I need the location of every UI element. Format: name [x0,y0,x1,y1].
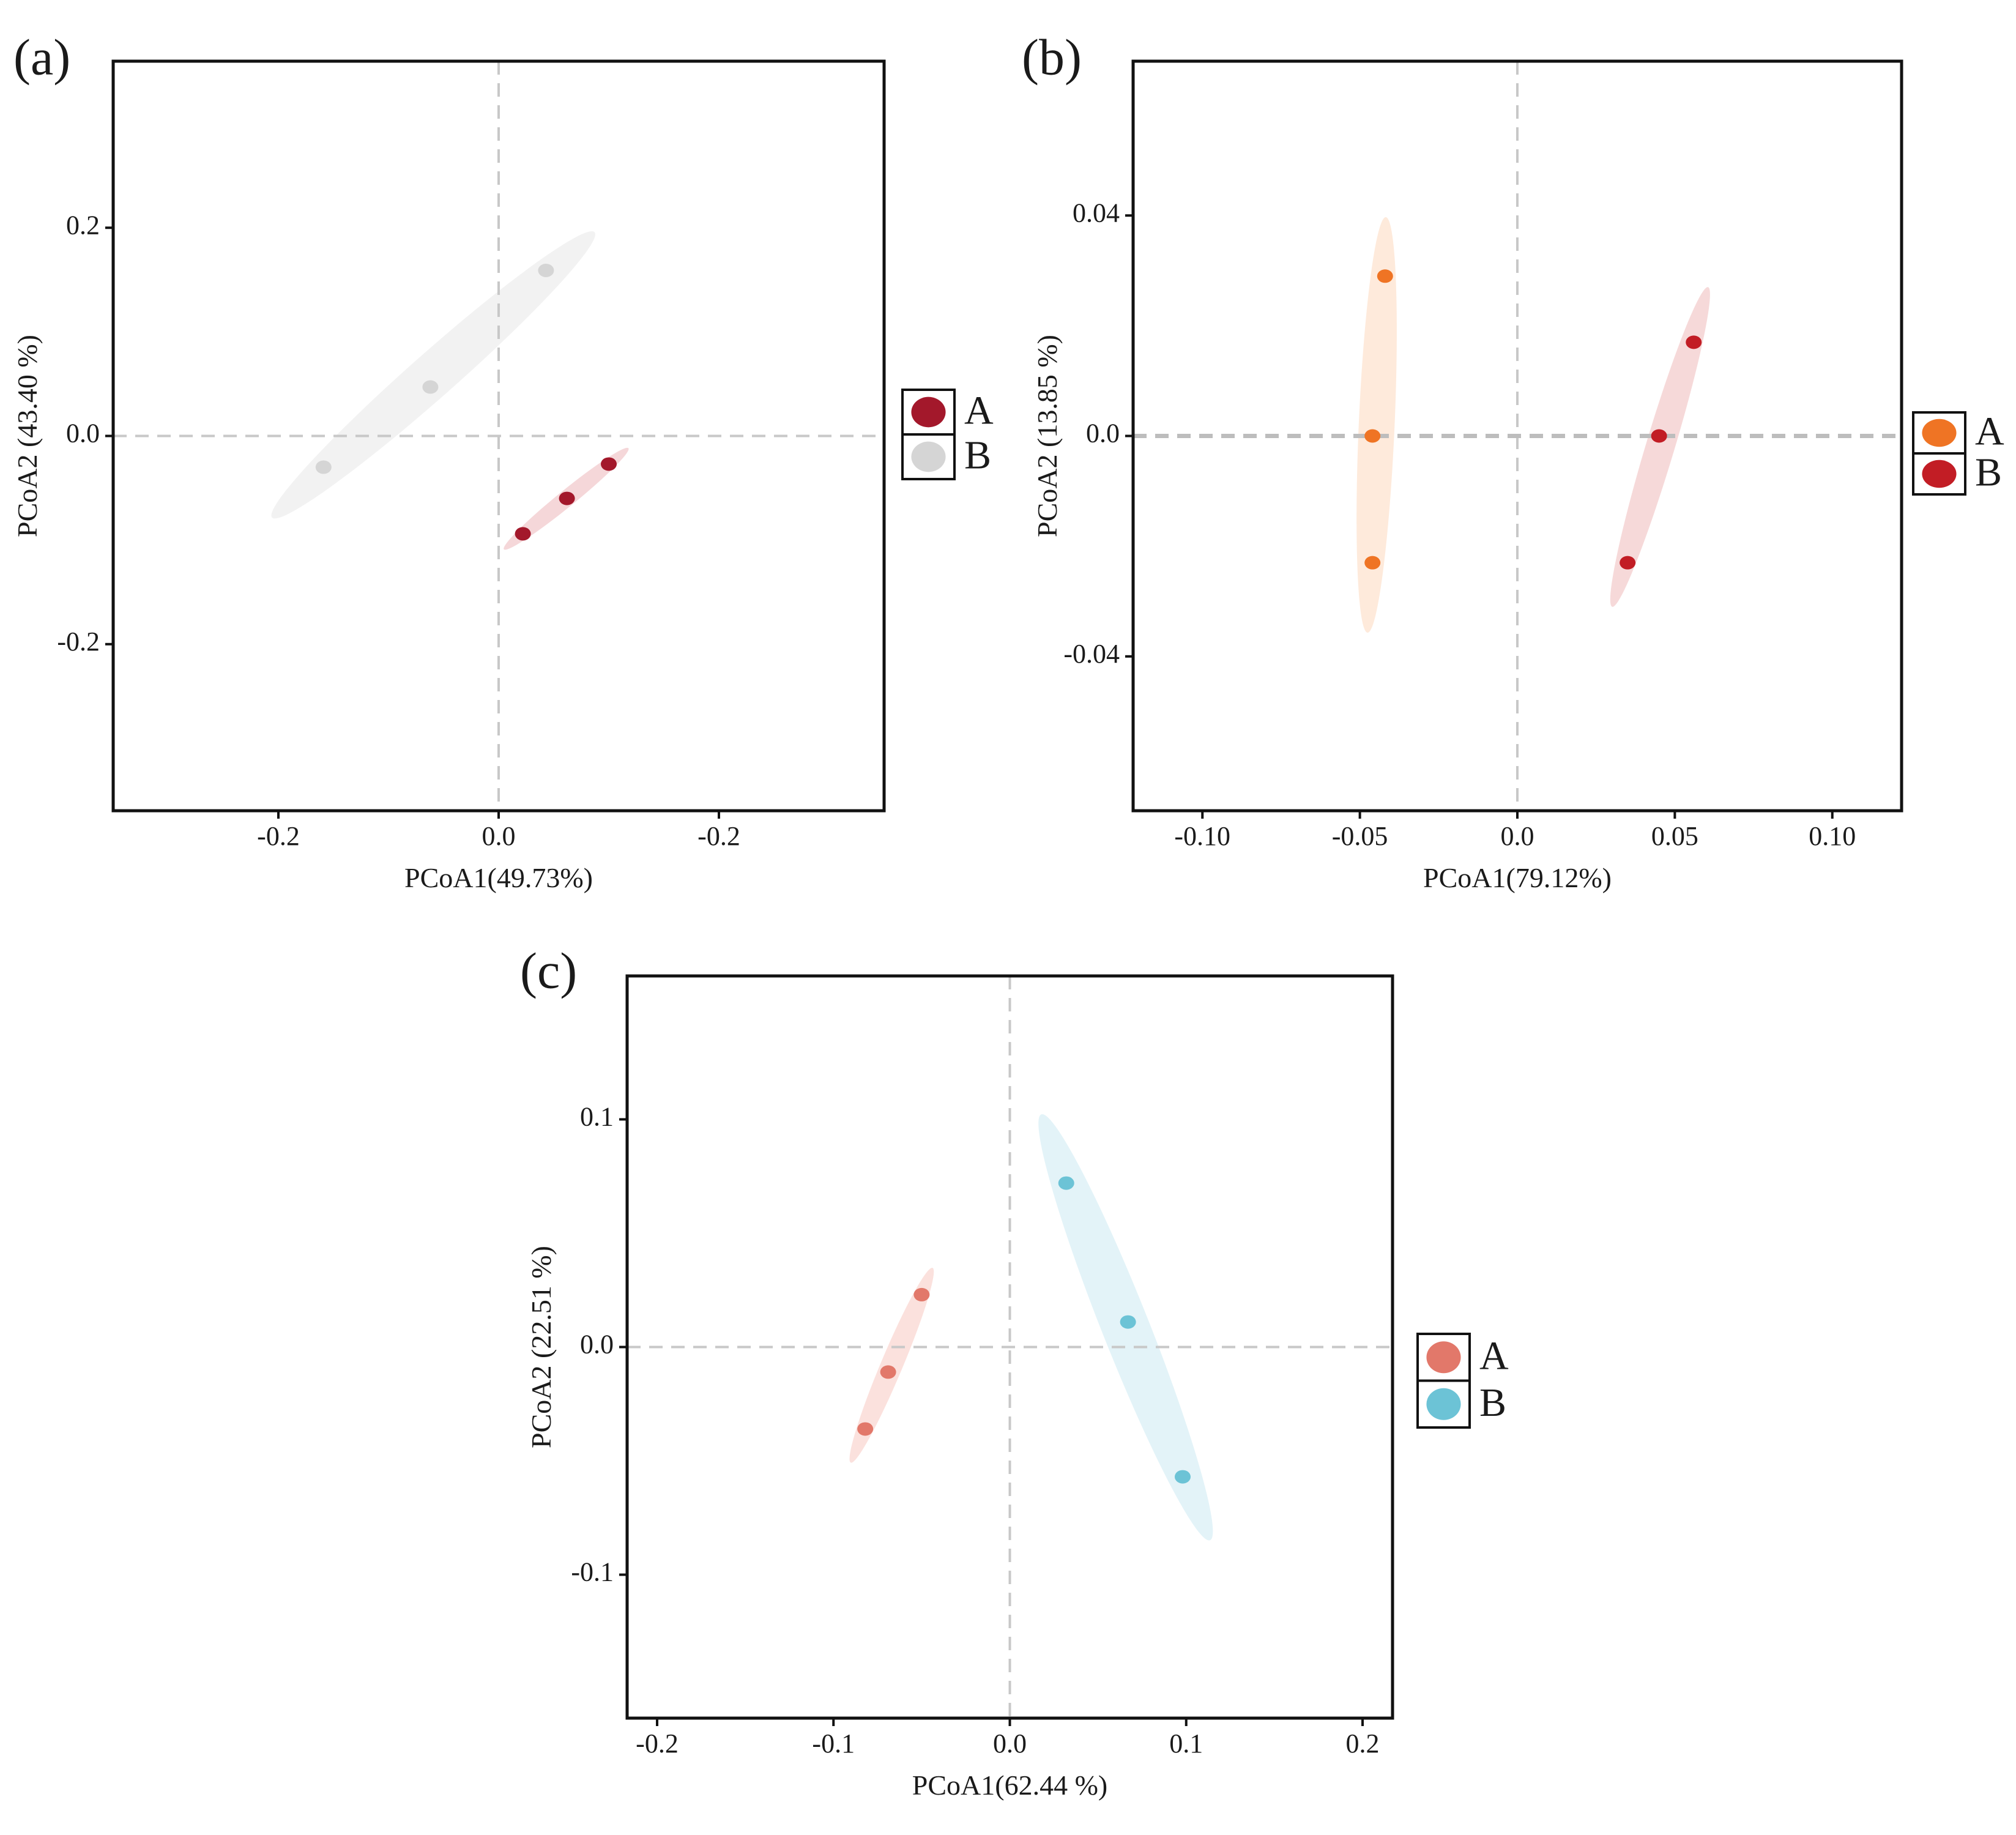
data-point [857,1422,874,1436]
legend: AB [1912,409,2004,496]
y-tick-label: -0.1 [571,1557,614,1587]
x-tick-label: -0.1 [812,1729,855,1759]
data-point [880,1365,896,1379]
legend-key-A [1922,419,1957,447]
legend-key-B [911,441,946,472]
data-point [422,380,439,394]
y-tick-label: 0.0 [580,1330,614,1360]
group-B-ellipse [271,231,595,519]
panel-label: (a) [13,29,70,86]
y-tick-label: 0.1 [580,1102,614,1132]
x-tick-label: -0.2 [697,821,740,851]
x-tick-label: 0.0 [482,821,516,851]
legend-label: B [1975,450,2002,495]
x-axis-title: PCoA1(79.12%) [1423,862,1612,893]
data-point [1364,429,1381,443]
legend-label: A [1975,409,2004,454]
legend-label: B [1479,1380,1506,1425]
data-point [1686,335,1702,349]
x-tick-label: 0.05 [1651,821,1698,851]
data-point [538,263,554,277]
data-point [315,460,332,474]
data-point [1058,1176,1074,1190]
x-tick-label: 0.10 [1809,821,1856,851]
data-point [601,457,617,471]
panel-label: (c) [520,942,577,999]
panel-label: (b) [1022,29,1082,86]
data-point [559,491,575,505]
pcoa-panel-b: (b) -0.10 -0.05 0.0 0.05 0.10 0.04 0.0 -0.04 PCoA… [1022,29,2004,893]
pcoa-panel-a: (a) -0.2 0.0 -0.2 0.2 0.0 -0.2 PCoA1(49.73%) PCo… [12,29,994,893]
x-tick-label: 0.1 [1169,1729,1203,1759]
x-tick-label: 0.0 [993,1729,1027,1759]
y-tick-label: -0.2 [57,627,100,657]
x-tick-label: -0.2 [636,1729,679,1759]
legend: AB [901,389,994,480]
legend: AB [1416,1333,1509,1429]
y-tick-label: -0.04 [1063,639,1120,669]
legend-key-A [1426,1341,1461,1374]
legend-label: A [1479,1333,1509,1378]
y-tick-label: 0.04 [1073,198,1120,228]
y-axis-title: PCoA2 (13.85 %) [1032,335,1063,537]
y-axis-title: PCoA2 (43.40 %) [12,335,43,537]
data-point [1120,1315,1136,1329]
data-point [1651,429,1667,443]
group-A-ellipse [849,1267,934,1463]
data-point [1620,556,1636,570]
data-point [1377,269,1393,283]
x-axis-title: PCoA1(62.44 %) [912,1770,1107,1801]
data-point [515,527,531,541]
data-point [913,1287,930,1301]
legend-key-A [911,396,946,428]
y-axis-title: PCoA2 (22.51 %) [526,1246,557,1448]
group-A-ellipse [1356,217,1397,633]
x-tick-label: -0.05 [1332,821,1388,851]
pcoa-panel-c: (c) -0.2 -0.1 0.0 0.1 0.2 0.1 0.0 -0.1 PCoA1(62.4… [520,942,1509,1801]
x-axis-title: PCoA1(49.73%) [404,862,593,893]
data-point [1364,556,1381,570]
group-B-ellipse [1610,287,1710,607]
data-point [1174,1470,1191,1484]
x-tick-label: 0.2 [1345,1729,1379,1759]
legend-key-B [1922,460,1957,488]
x-tick-label: 0.0 [1501,821,1534,851]
x-tick-label: -0.2 [257,821,300,851]
y-tick-label: 0.2 [66,210,100,240]
y-tick-label: 0.0 [1086,419,1120,449]
x-tick-label: -0.10 [1174,821,1230,851]
legend-label: B [964,433,991,478]
legend-label: A [964,389,994,433]
legend-key-B [1426,1388,1461,1420]
y-tick-label: 0.0 [66,419,100,449]
